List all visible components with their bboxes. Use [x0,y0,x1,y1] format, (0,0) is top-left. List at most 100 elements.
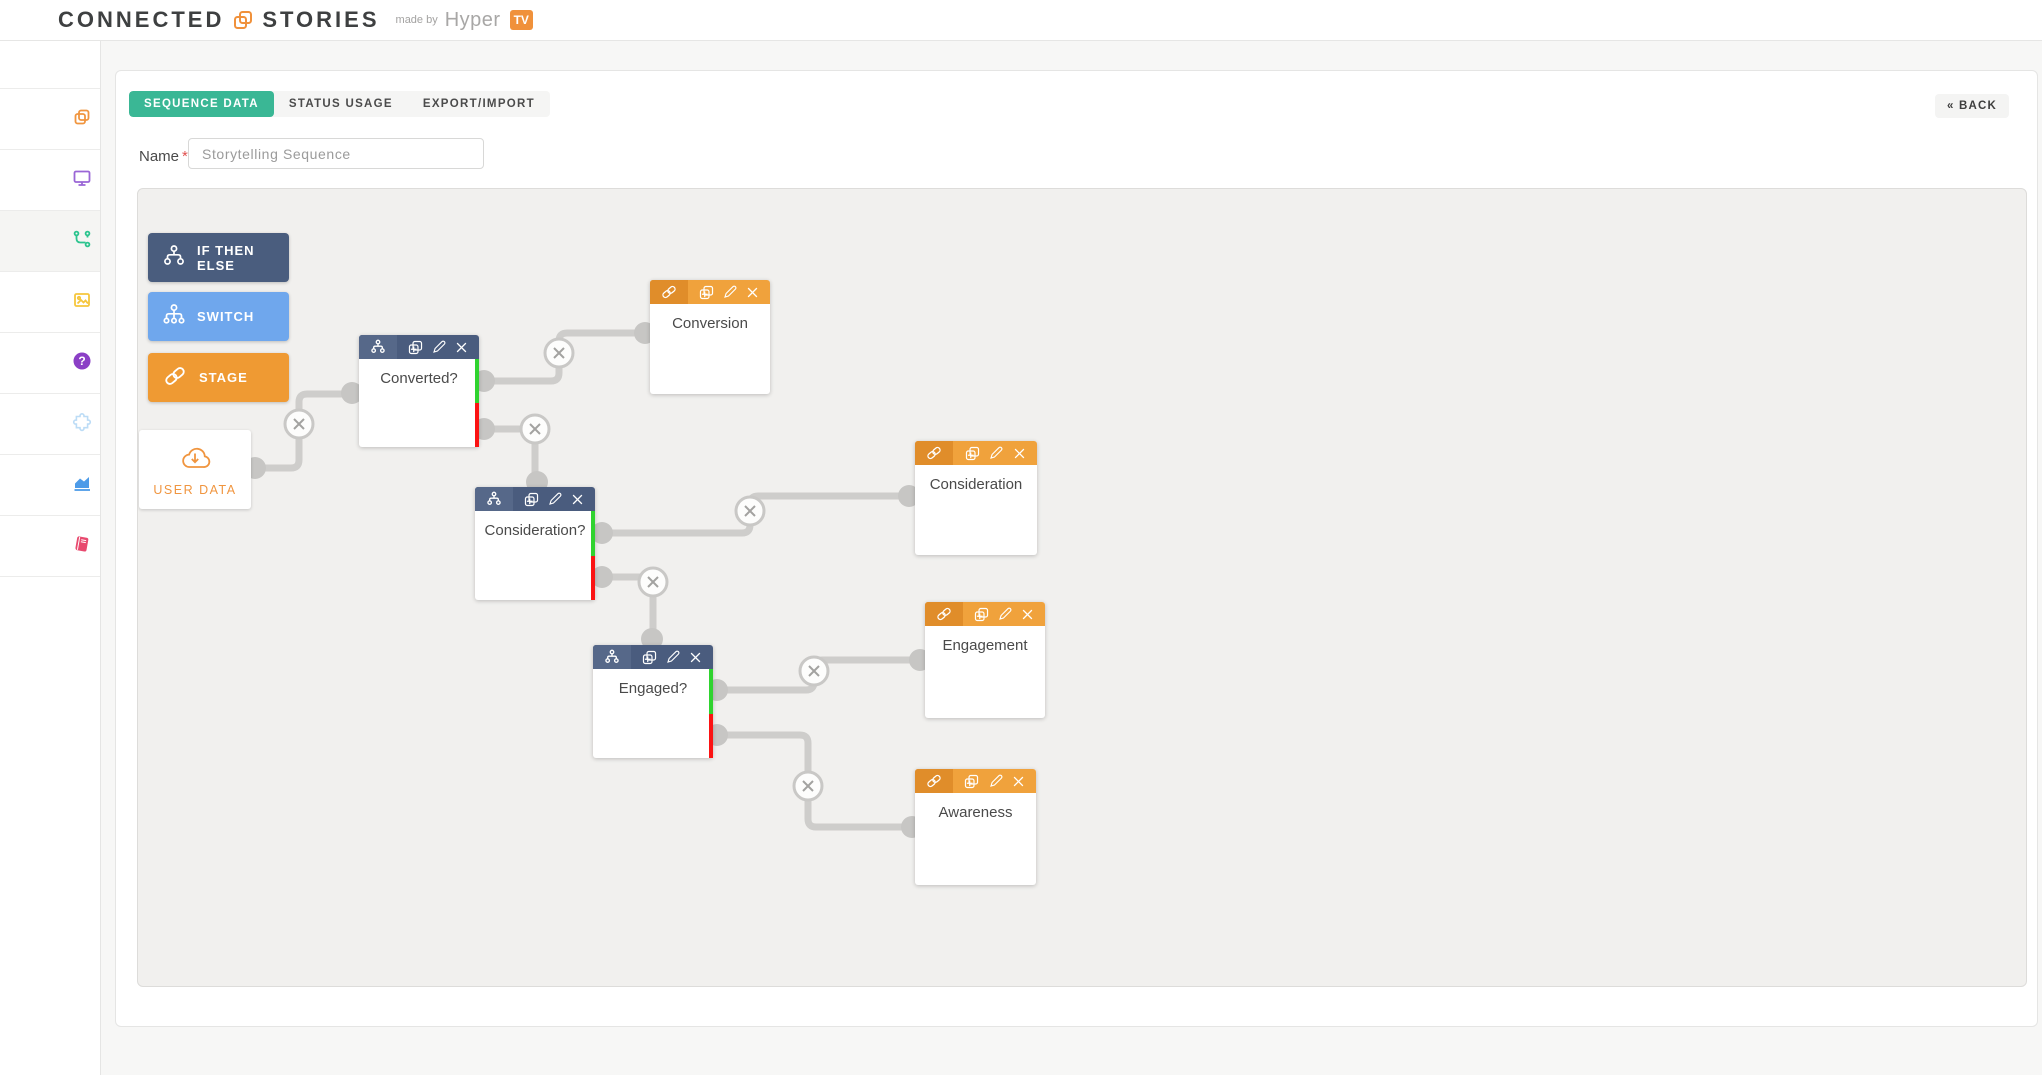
sidebar-item-integrations[interactable] [0,394,100,455]
duplicate-icon[interactable] [641,649,658,666]
made-by-text: made by [395,14,438,26]
true-output-stripe[interactable] [591,511,595,556]
sidebar: ? [0,41,101,1075]
sidebar-item-media[interactable] [0,272,100,333]
tab-export-import[interactable]: EXPORT/IMPORT [422,98,535,110]
node-consideration-question[interactable]: Consideration? [475,487,595,600]
edit-icon[interactable] [722,284,738,300]
connector-delete-icon[interactable] [519,413,551,445]
user-data-node[interactable]: USER DATA [139,430,251,509]
port-considerationq-true[interactable] [591,522,613,544]
connector-delete-icon[interactable] [637,566,669,598]
edit-icon[interactable] [997,606,1013,622]
node-awareness[interactable]: Awareness [915,769,1036,885]
node-label: Consideration? [484,522,586,539]
branch-icon[interactable] [593,645,631,669]
connector-layer [244,322,931,838]
connector-delete-icon[interactable] [798,655,830,687]
delete-icon[interactable] [688,650,703,665]
true-output-stripe[interactable] [709,669,713,714]
branch-icon[interactable] [359,335,397,359]
port-engaged-in[interactable] [641,628,663,650]
app-logo: CONNECTED STORIES [58,7,380,33]
delete-icon[interactable] [570,492,585,507]
tab-status-usage[interactable]: STATUS USAGE [288,98,393,110]
sequence-icon [72,229,92,254]
false-output-stripe[interactable] [475,403,479,447]
sidebar-item-help[interactable]: ? [0,333,100,394]
copy-icon [72,107,92,132]
edit-icon[interactable] [665,649,681,665]
node-label: Consideration [929,476,1023,493]
duplicate-icon[interactable] [407,339,424,356]
link-icon[interactable] [915,769,953,793]
node-label: Converted? [380,370,458,387]
duplicate-icon[interactable] [698,284,715,301]
analytics-icon [72,473,92,498]
node-toolbar [915,441,1037,465]
edit-icon[interactable] [547,491,563,507]
delete-icon[interactable] [745,285,760,300]
user-data-label: USER DATA [153,482,237,497]
node-label: Awareness [938,804,1013,821]
duplicate-icon[interactable] [963,773,980,790]
link-icon[interactable] [650,280,688,304]
tab-sequence-data[interactable]: SEQUENCE DATA [129,91,274,117]
puzzle-icon [72,412,92,437]
port-converted-in[interactable] [341,382,363,404]
connector-delete-icon[interactable] [792,770,824,802]
node-engaged[interactable]: Engaged? [593,645,713,758]
sidebar-item-sequences[interactable] [0,211,100,272]
node-label: Engaged? [618,680,688,697]
help-icon: ? [72,351,92,376]
false-output-stripe[interactable] [709,713,713,758]
flow-canvas[interactable]: IF THEN ELSE SWITCH [137,188,2027,987]
made-by-block: made by Hyper TV [396,9,533,32]
delete-icon[interactable] [1020,607,1035,622]
palette-if-then-else-button[interactable]: IF THEN ELSE [148,233,289,282]
sidebar-item-library[interactable] [0,516,100,577]
connector-delete-icon[interactable] [283,408,315,440]
chain-icon [162,363,188,392]
tab-bar: SEQUENCE DATA STATUS USAGE EXPORT/IMPORT [129,91,550,117]
sequence-name-input[interactable] [188,138,484,169]
svg-text:?: ? [78,354,85,368]
name-field-label: Name * [139,148,188,165]
connector-delete-icon[interactable] [543,337,575,369]
connector-delete-icon[interactable] [734,495,766,527]
back-button[interactable]: « BACK [1934,94,2009,118]
palette-switch-button[interactable]: SWITCH [148,292,289,341]
port-considerationq-false[interactable] [591,566,613,588]
port-consideration-in[interactable] [898,485,920,507]
false-output-stripe[interactable] [591,555,595,600]
sidebar-item-screens[interactable] [0,150,100,211]
palette-switch-label: SWITCH [197,309,255,324]
brand-name: Hyper [444,8,501,31]
sidebar-item-campaigns[interactable] [0,89,100,150]
delete-icon[interactable] [1012,446,1027,461]
true-output-stripe[interactable] [475,359,479,403]
cloud-download-icon [177,443,213,478]
node-converted[interactable]: Converted? [359,335,479,447]
node-consideration[interactable]: Consideration [915,441,1037,555]
node-engagement[interactable]: Engagement [925,602,1045,718]
delete-icon[interactable] [454,340,469,355]
sequence-editor-card: SEQUENCE DATA STATUS USAGE EXPORT/IMPORT… [115,70,2038,1027]
duplicate-icon[interactable] [523,491,540,508]
sidebar-item-analytics[interactable] [0,455,100,516]
link-icon[interactable] [915,441,953,465]
link-icon[interactable] [925,602,963,626]
edit-icon[interactable] [988,445,1004,461]
branch-icon[interactable] [475,487,513,511]
node-conversion[interactable]: Conversion [650,280,770,394]
duplicate-icon[interactable] [964,445,981,462]
duplicate-icon[interactable] [973,606,990,623]
image-icon [72,290,92,315]
monitor-icon [72,168,92,193]
delete-icon[interactable] [1011,774,1026,789]
node-toolbar [359,335,479,359]
palette-stage-button[interactable]: STAGE [148,353,289,402]
true-false-outputs [475,359,479,447]
edit-icon[interactable] [988,773,1004,789]
edit-icon[interactable] [431,339,447,355]
